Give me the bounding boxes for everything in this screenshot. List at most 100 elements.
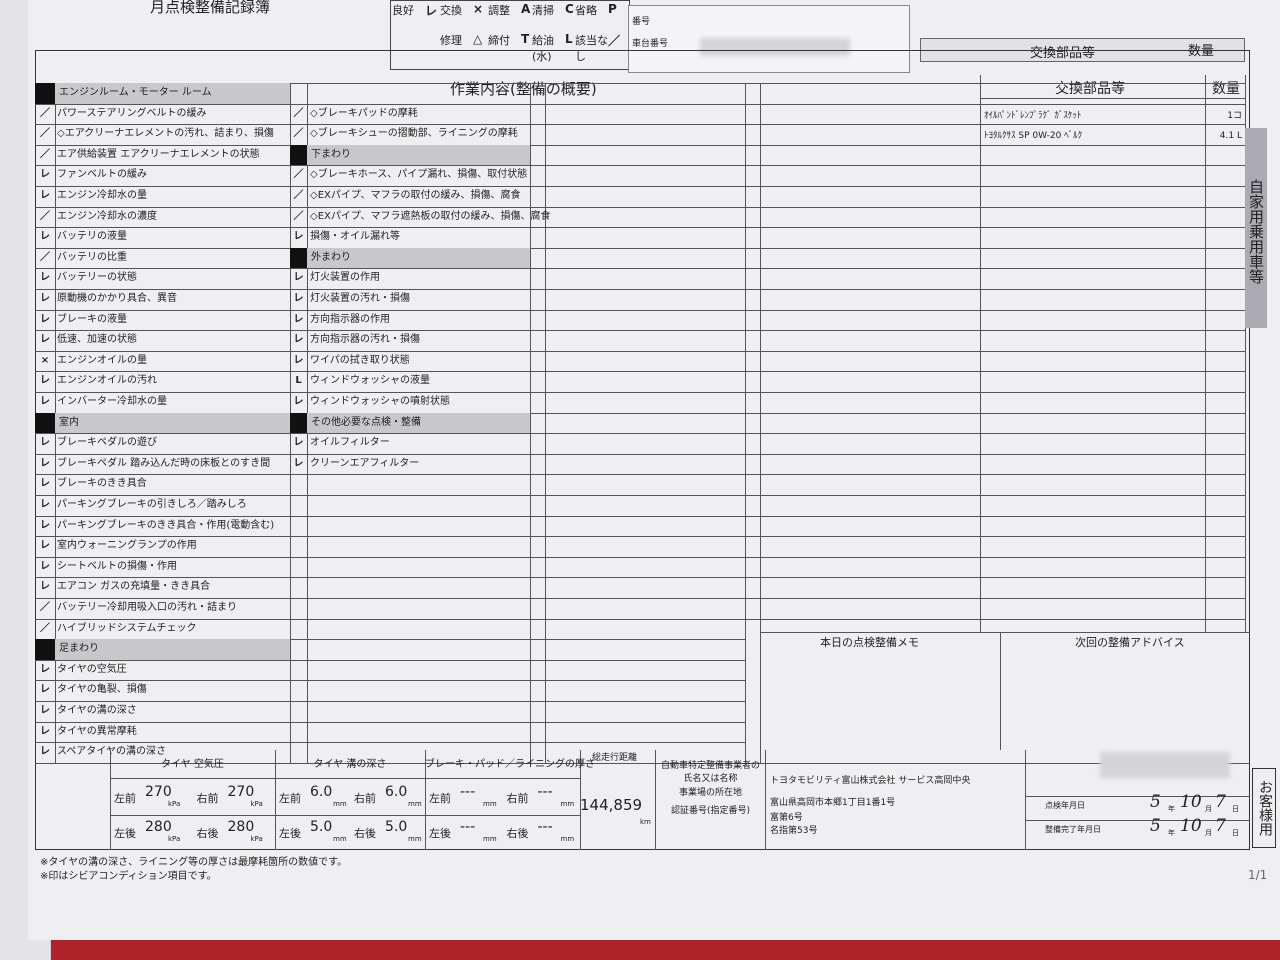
legend-symbol: ×	[473, 2, 484, 16]
measure-unit: mm	[333, 835, 347, 843]
rule	[290, 660, 745, 661]
check-mark: レ	[40, 334, 50, 346]
rule	[35, 495, 290, 496]
work-header: 作業内容(整備の概要)	[450, 80, 597, 98]
rule	[35, 536, 290, 537]
rule	[35, 433, 290, 434]
part-qty: 4.1 L	[1219, 131, 1242, 142]
legend-symbol: C	[565, 2, 574, 16]
date-unit: 日	[1232, 829, 1239, 837]
check-item: エアコン ガスの充填量・きき具合	[57, 581, 211, 593]
rule	[290, 474, 1245, 475]
check-item: 灯火装置の作用	[310, 272, 380, 284]
wheel-label: 左前	[429, 792, 451, 805]
legend-label: 該当なし	[575, 34, 608, 63]
measure-value: 280	[145, 819, 172, 835]
rule	[290, 207, 1245, 208]
back-qty: 数量	[1188, 44, 1215, 59]
check-mark: ／	[40, 602, 50, 613]
measure-value: 280	[227, 819, 255, 835]
check-item: バッテリの比重	[57, 251, 127, 263]
rule	[290, 577, 1245, 578]
check-mark: レ	[40, 499, 50, 510]
mark-cell	[35, 83, 55, 104]
check-item: ◇ブレーキホース、パイプ漏れ、損傷、取付状態	[310, 169, 528, 181]
wheel-label: 右前	[354, 792, 376, 805]
biz-name: トヨタモビリティ富山株式会社 サービス高岡中央	[770, 776, 971, 786]
rule	[35, 680, 290, 681]
legend-label: 調整	[488, 4, 510, 17]
biz-cert: 富第6号	[770, 813, 803, 823]
rule	[290, 495, 1245, 496]
rule	[760, 632, 1250, 633]
check-mark: レ	[293, 313, 304, 325]
date-day: 7	[1215, 816, 1226, 836]
wheel-label: 左後	[114, 827, 136, 840]
check-mark: レ	[40, 396, 50, 407]
check-item: インバーター冷却水の量	[57, 396, 167, 407]
rule	[35, 186, 290, 187]
legend-symbol: レ	[425, 4, 438, 18]
rule	[290, 536, 1245, 537]
rule	[110, 815, 580, 816]
check-item: オイルフィルター	[310, 437, 390, 449]
note: ※タイヤの溝の深さ、ライニング等の厚さは最摩耗箇所の数値です。	[40, 857, 348, 868]
rule	[290, 227, 1245, 228]
measure-unit: kPa	[250, 835, 263, 843]
wheel-label: 左後	[429, 827, 451, 840]
rule	[35, 310, 290, 311]
check-mark: レ	[40, 663, 50, 675]
section-header: 足まわり	[55, 639, 290, 660]
check-mark: レ	[293, 396, 304, 407]
page-number: 1/1	[1248, 868, 1268, 882]
wheel-label: 左前	[114, 792, 136, 805]
rule	[35, 330, 290, 331]
rule	[35, 351, 290, 352]
rule	[35, 124, 290, 125]
check-item: 低速、加速の状態	[57, 334, 137, 346]
wheel-label: 右後	[506, 827, 529, 840]
redaction	[700, 38, 850, 56]
rule	[290, 124, 1245, 125]
rule	[980, 98, 1245, 99]
measure-unit: kPa	[168, 800, 181, 808]
date-unit: 日	[1232, 805, 1239, 813]
check-item: エンジン冷却水の量	[57, 190, 147, 201]
measure-unit: mm	[408, 800, 422, 808]
wheel-label: 右前	[506, 792, 529, 805]
check-item: エンジンオイルの汚れ	[57, 375, 157, 387]
check-item: ファンベルトの緩み	[57, 169, 147, 181]
legend-symbol: ／	[608, 34, 621, 48]
date-month: 10	[1180, 792, 1202, 812]
measure-unit: mm	[560, 800, 575, 808]
check-item: タイヤの亀裂、損傷	[57, 684, 147, 696]
chassis-label: 車台番号	[632, 39, 669, 49]
check-item: ◇ブレーキシューの摺動部、ライニングの摩耗	[310, 128, 518, 140]
check-mark: レ	[40, 519, 50, 531]
date-unit: 月	[1205, 829, 1212, 837]
check-item: パーキングブレーキのきき具合・作用(電動含む)	[57, 519, 275, 531]
check-item: エンジンオイルの量	[57, 354, 147, 366]
rule	[980, 75, 981, 632]
legend-symbol: L	[565, 32, 573, 46]
legend-label: 修理	[440, 34, 462, 47]
check-mark: レ	[293, 293, 304, 304]
date-year: 5	[1150, 792, 1161, 812]
rule	[35, 557, 290, 558]
rule	[290, 186, 1245, 187]
biz-cert-label: 認証番号(指定番号)	[670, 806, 751, 816]
rule	[545, 83, 546, 763]
rule	[35, 248, 290, 249]
rule	[35, 392, 290, 393]
rule	[290, 701, 745, 702]
date-unit: 年	[1168, 805, 1175, 813]
check-item: エア供給装置 エアクリーナエレメントの状態	[57, 148, 260, 160]
date-unit: 年	[1168, 829, 1175, 837]
check-item: パワーステアリングベルトの緩み	[57, 107, 207, 119]
biz-address: 富山県高岡市本郷1丁目1番1号	[770, 798, 896, 808]
wheel-label: 左後	[279, 827, 301, 840]
check-item: 方向指示器の汚れ・損傷	[310, 334, 420, 346]
measure-unit: kPa	[250, 800, 263, 808]
rule	[1000, 632, 1001, 750]
check-mark: レ	[40, 313, 50, 325]
